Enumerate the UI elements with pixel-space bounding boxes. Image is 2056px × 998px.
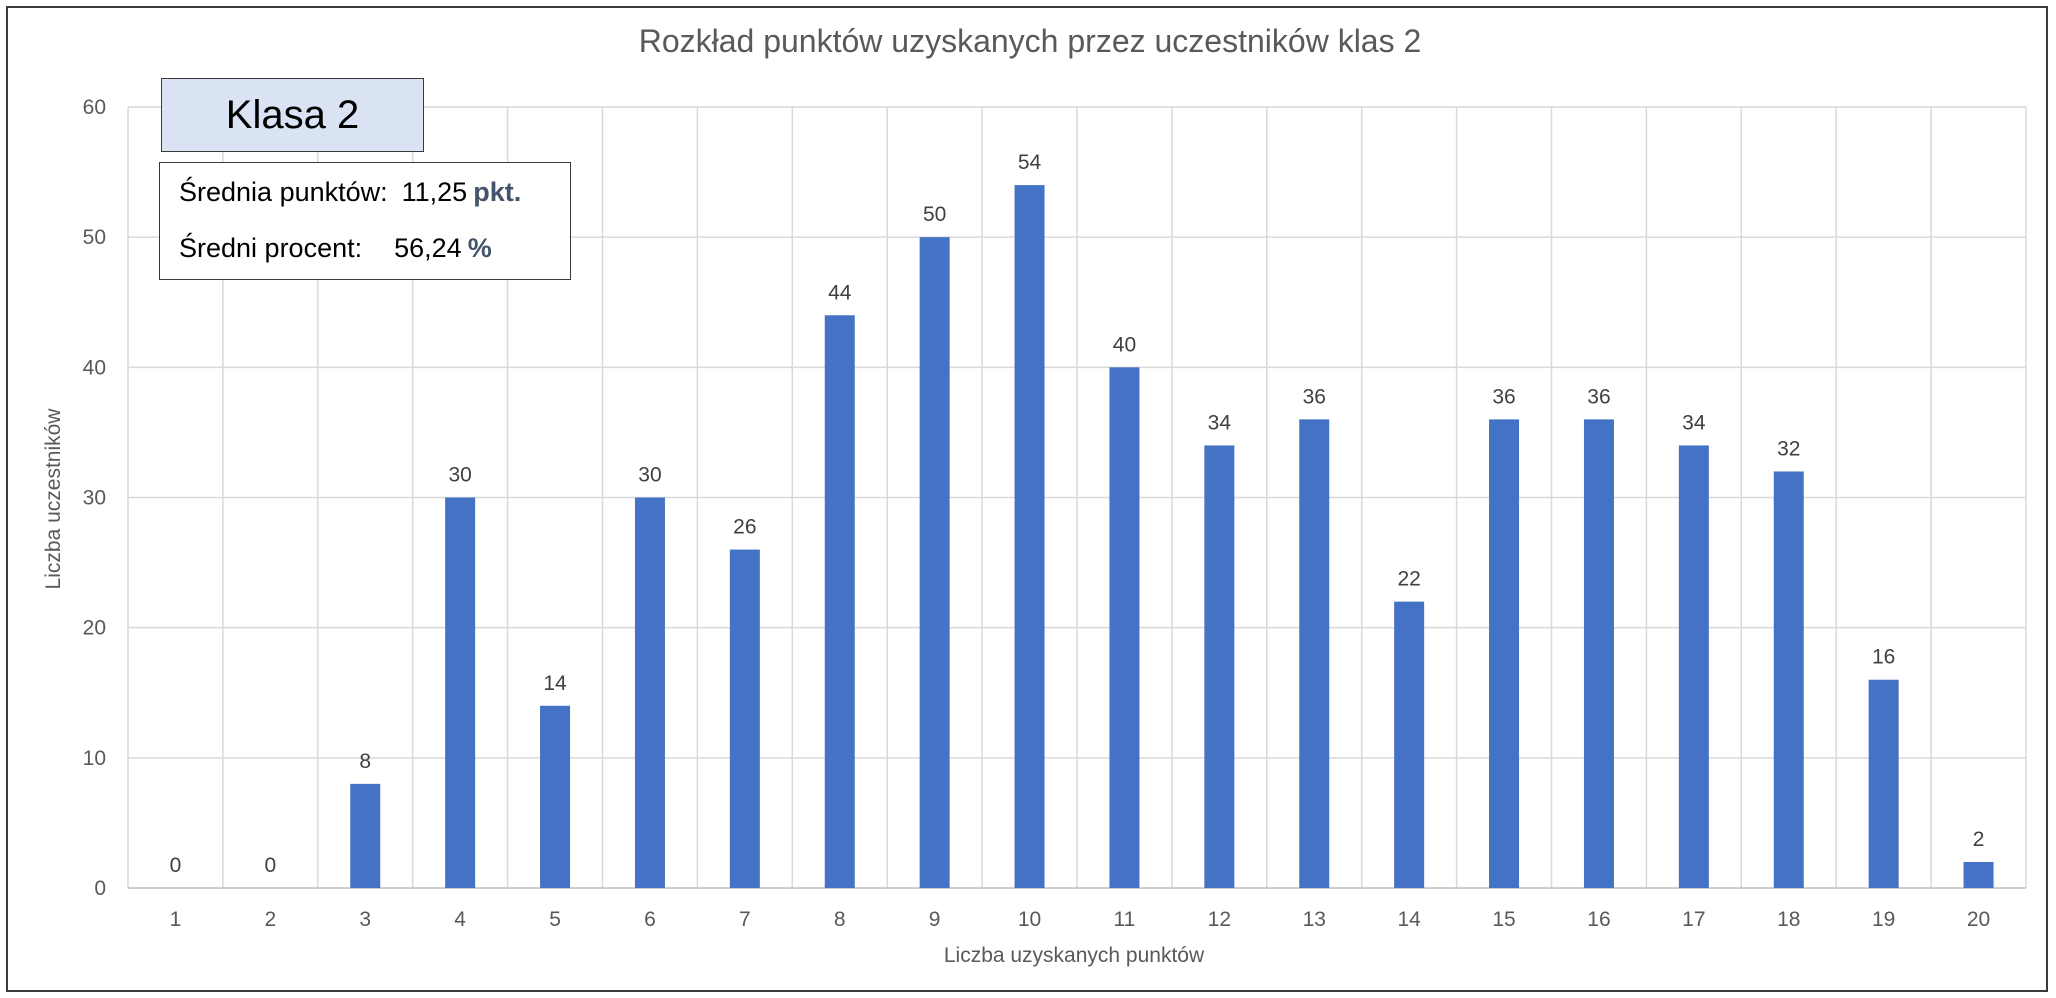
data-label: 34 [1208,411,1232,434]
data-label: 2 [1973,828,1985,851]
x-axis-title: Liczba uzyskanych punktów [944,944,1205,967]
data-label: 26 [733,516,756,539]
x-tick-label: 3 [359,908,371,931]
chart-title: Rozkład punktów uzyskanych przez uczestn… [639,23,1422,59]
x-tick-label: 9 [929,908,941,931]
y-tick-label: 30 [83,487,106,510]
bar [540,705,571,888]
bar [1014,185,1045,889]
x-tick-label: 12 [1208,908,1231,931]
data-label: 14 [543,672,567,695]
y-tick-label: 40 [83,356,106,379]
x-tick-label: 19 [1872,908,1895,931]
data-label: 36 [1587,385,1610,408]
x-tick-label: 6 [644,908,656,931]
avg-points-value: 11,25 [401,177,468,207]
x-tick-label: 20 [1967,908,1990,931]
bar [1773,471,1804,888]
avg-percent-label: Średni procent: [179,233,363,263]
bar [1489,419,1520,888]
x-tick-label: 13 [1303,908,1326,931]
data-label: 22 [1397,568,1420,591]
data-label: 0 [265,854,277,877]
y-tick-label: 20 [83,617,106,640]
bar [1204,445,1235,888]
class-label: Klasa 2 [225,92,360,137]
y-tick-label: 10 [83,747,106,770]
bar [729,549,760,888]
bars [350,185,1994,889]
x-tick-label: 5 [549,908,561,931]
bar [824,315,855,888]
avg-percent-unit: % [467,233,492,263]
data-label: 8 [359,750,371,773]
bar [919,237,950,888]
data-label: 36 [1492,385,1515,408]
x-axis-ticks: 1 2 3 4 5 6 7 8 9 10 11 12 13 14 15 16 17 18 19 20 [170,908,1991,931]
data-label: 0 [170,854,182,877]
x-tick-label: 1 [170,908,182,931]
data-label: 16 [1872,646,1895,669]
data-label: 54 [1018,151,1042,174]
data-label: 34 [1682,411,1706,434]
avg-percent-row: Średni procent: 56,24% [179,233,492,264]
gridlines [127,106,2027,889]
y-tick-label: 60 [83,96,106,119]
bar [1394,601,1425,888]
x-tick-label: 7 [739,908,751,931]
data-label: 32 [1777,437,1800,460]
stats-box: Średnia punktów: 11,25 pkt. Średni procent… [159,162,571,280]
x-tick-label: 11 [1114,908,1136,931]
avg-percent-value: 56,24 [394,233,462,263]
data-label: 44 [828,281,852,304]
data-label: 50 [923,203,946,226]
bar [1678,445,1709,888]
y-axis-title: Liczba uczestników [42,408,65,590]
data-labels: 0 0 8 30 14 30 26 44 50 54 40 34 36 22 36 36 34 32 16 2 [170,151,1985,877]
y-tick-label: 50 [83,226,106,249]
y-axis-ticks: 0 10 20 30 40 50 60 [83,96,106,900]
data-label: 36 [1303,385,1326,408]
x-tick-label: 10 [1018,908,1041,931]
x-tick-label: 2 [265,908,277,931]
bar [1963,861,1994,888]
x-tick-label: 4 [454,908,466,931]
data-label: 30 [638,464,661,487]
data-label: 40 [1113,333,1136,356]
x-tick-label: 17 [1682,908,1705,931]
bar [1583,419,1614,888]
data-label: 30 [448,464,471,487]
bar [350,783,381,888]
x-tick-label: 8 [834,908,846,931]
bar [445,497,476,888]
chart-frame: 0 0 8 30 14 30 26 44 50 54 40 34 36 22 36 36 34 32 16 2 0 10… [6,6,2048,992]
x-tick-label: 14 [1397,908,1421,931]
bar [1109,367,1140,888]
bar [1299,419,1330,888]
x-tick-label: 18 [1777,908,1800,931]
y-tick-label: 0 [94,877,106,900]
avg-points-unit: pkt. [473,177,522,207]
bar [1868,679,1899,888]
bar [634,497,665,888]
x-tick-label: 16 [1587,908,1610,931]
x-tick-label: 15 [1492,908,1515,931]
class-label-box: Klasa 2 [161,78,424,152]
avg-points-label: Średnia punktów: [179,177,388,207]
avg-points-row: Średnia punktów: 11,25 pkt. [179,177,521,208]
